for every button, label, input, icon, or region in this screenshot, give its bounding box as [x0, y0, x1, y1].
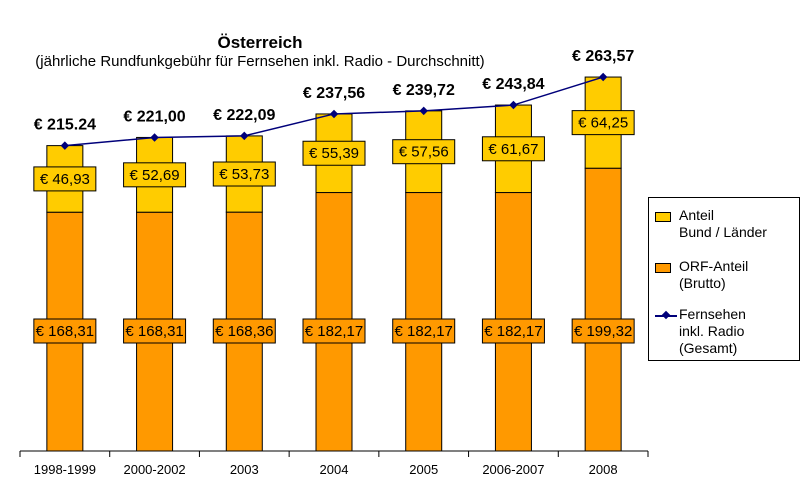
x-tick-label-1: 2000-2002 [123, 462, 185, 477]
marker-gesamt-2 [240, 131, 249, 141]
legend-label-bund-laender: Anteil Bund / Länder [679, 207, 767, 240]
chart-title: Österreich [217, 33, 303, 52]
legend-label-gesamt: Fernsehen inkl. Radio (Gesamt) [679, 306, 746, 356]
label-bund-laender-1: € 52,69 [130, 167, 180, 184]
label-orf-3-box [302, 318, 366, 344]
label-gesamt-1: € 221,00 [123, 108, 185, 125]
label-orf-1: € 168,31 [125, 323, 183, 340]
legend-marker-gesamt [661, 310, 671, 320]
label-gesamt-3: € 237,56 [303, 85, 365, 102]
legend-line-gesamt [655, 310, 677, 320]
label-bund-laender-4-box [392, 139, 456, 165]
marker-gesamt-4 [419, 106, 428, 116]
label-gesamt-2: € 222,09 [213, 107, 275, 124]
label-bund-laender-0: € 46,93 [40, 171, 90, 188]
x-tick-label-6: 2008 [589, 462, 618, 477]
label-orf-4-box [392, 318, 456, 344]
label-bund-laender-1-box [123, 162, 187, 188]
label-gesamt-6: € 263,57 [572, 48, 634, 65]
x-tick-label-2: 2003 [230, 462, 259, 477]
marker-gesamt-3 [329, 109, 339, 119]
x-tick-label-3: 2004 [320, 462, 349, 477]
label-bund-laender-6-box [571, 110, 635, 136]
x-tick-label-0: 1998-1999 [34, 462, 96, 477]
label-bund-laender-0-box [33, 166, 97, 192]
label-bund-laender-6: € 64,25 [578, 115, 628, 132]
label-orf-3: € 182,17 [305, 323, 363, 340]
marker-gesamt-5 [509, 100, 518, 110]
label-orf-0: € 168,31 [36, 323, 94, 340]
legend-swatch-orf [655, 263, 671, 273]
legend-swatch-bund-laender [655, 212, 671, 222]
label-bund-laender-4: € 57,56 [399, 144, 449, 161]
label-orf-2: € 168,36 [215, 323, 273, 340]
label-orf-2-box [212, 318, 276, 344]
label-gesamt-4: € 239,72 [393, 82, 455, 99]
label-orf-6-box [571, 318, 635, 344]
label-gesamt-0: € 215.24 [34, 117, 96, 134]
bar-orf-6 [584, 167, 622, 452]
legend: Anteil Bund / Länder ORF-Anteil (Brutto)… [648, 197, 800, 361]
label-gesamt-5: € 243,84 [482, 76, 544, 93]
label-bund-laender-3-box [302, 140, 366, 166]
marker-gesamt-1 [150, 133, 159, 142]
label-bund-laender-5: € 61,67 [488, 141, 538, 158]
label-orf-6: € 199,32 [574, 323, 632, 340]
label-orf-4: € 182,17 [395, 323, 453, 340]
label-orf-1-box [123, 318, 187, 344]
label-orf-0-box [33, 318, 97, 344]
label-orf-5-box [481, 318, 545, 344]
label-orf-5: € 182,17 [484, 323, 542, 340]
legend-label-orf: ORF-Anteil (Brutto) [679, 258, 749, 291]
label-bund-laender-2-box [212, 161, 276, 187]
x-tick-label-4: 2005 [409, 462, 438, 477]
label-bund-laender-2: € 53,73 [219, 166, 269, 183]
x-tick-label-5: 2006-2007 [482, 462, 544, 477]
chart-subtitle: (jährliche Rundfunkgebühr für Fernsehen … [35, 53, 485, 70]
label-bund-laender-3: € 55,39 [309, 145, 359, 162]
label-bund-laender-5-box [481, 136, 545, 162]
